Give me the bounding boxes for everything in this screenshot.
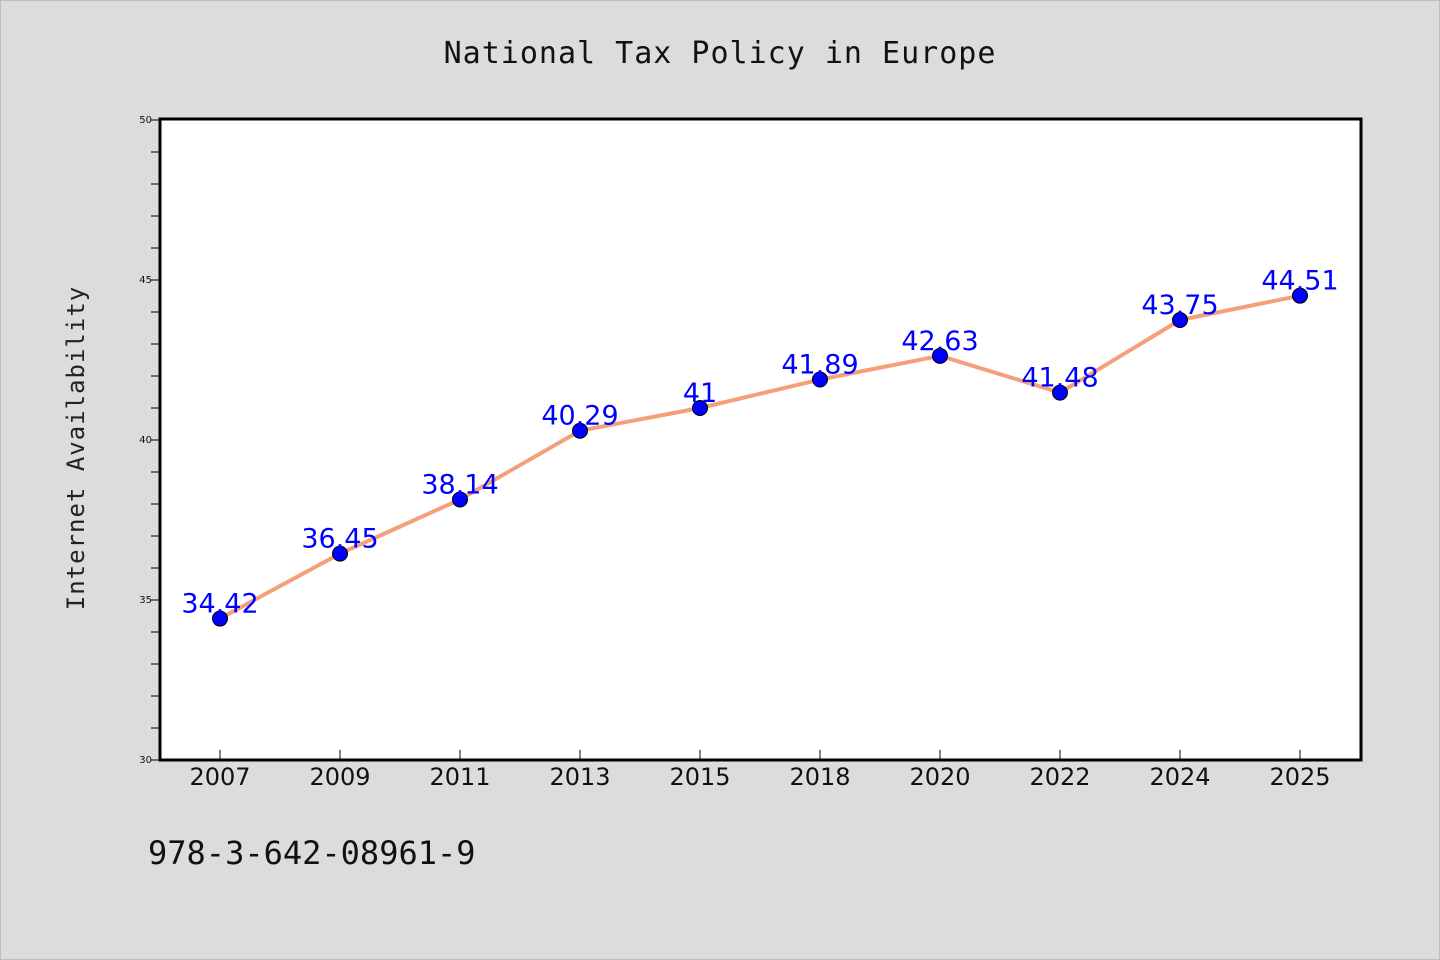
y-tick-label: 40 xyxy=(139,435,152,446)
x-tick-label: 2013 xyxy=(549,763,610,791)
data-point xyxy=(452,491,468,508)
y-axis-ticks: 30 35 40 45 50 xyxy=(139,115,160,766)
data-label: 38.14 xyxy=(421,470,498,501)
x-tick-label: 2009 xyxy=(309,763,370,791)
data-label: 40.29 xyxy=(541,401,618,432)
x-tick-label: 2007 xyxy=(189,763,250,791)
data-point xyxy=(1292,287,1308,304)
data-point xyxy=(212,610,228,627)
data-point xyxy=(932,347,948,364)
x-tick-label: 2024 xyxy=(1149,763,1210,791)
data-label: 42.63 xyxy=(901,326,978,357)
x-axis-ticks: 2007 2009 2011 2013 2015 2018 2020 2022 2024 2025 xyxy=(189,750,1331,791)
data-point xyxy=(1052,384,1068,401)
data-point xyxy=(332,545,348,562)
y-axis-label: Internet Availability xyxy=(62,286,90,610)
data-label: 43.75 xyxy=(1141,290,1218,321)
data-label: 41 xyxy=(683,378,717,409)
data-label: 44.51 xyxy=(1261,266,1338,297)
data-label: 41.48 xyxy=(1021,363,1098,394)
chart-title: National Tax Policy in Europe xyxy=(444,36,997,71)
data-label: 34.42 xyxy=(181,589,258,620)
x-tick-label: 2022 xyxy=(1029,763,1090,791)
x-tick-label: 2015 xyxy=(669,763,730,791)
x-tick-label: 2020 xyxy=(909,763,970,791)
series-line xyxy=(218,293,1302,621)
y-tick-label: 35 xyxy=(139,595,152,606)
y-tick-label: 30 xyxy=(139,755,152,766)
x-tick-label: 2025 xyxy=(1269,763,1330,791)
x-tick-label: 2018 xyxy=(789,763,850,791)
data-point xyxy=(812,371,828,388)
data-point xyxy=(692,400,708,416)
series-layer: 34.42 36.45 38.14 40.29 41 41.89 42.63 41.48 43.… xyxy=(181,266,1339,627)
data-label: 41.89 xyxy=(781,350,858,381)
y-tick-label: 50 xyxy=(139,115,152,126)
data-point xyxy=(1172,312,1188,328)
x-tick-label: 2011 xyxy=(429,763,490,791)
y-tick-label: 45 xyxy=(139,275,152,286)
data-point xyxy=(572,422,588,439)
plot-area xyxy=(158,117,1363,762)
data-label: 36.45 xyxy=(301,524,378,555)
footnote-isbn: 978-3-642-08961-9 xyxy=(148,834,476,872)
